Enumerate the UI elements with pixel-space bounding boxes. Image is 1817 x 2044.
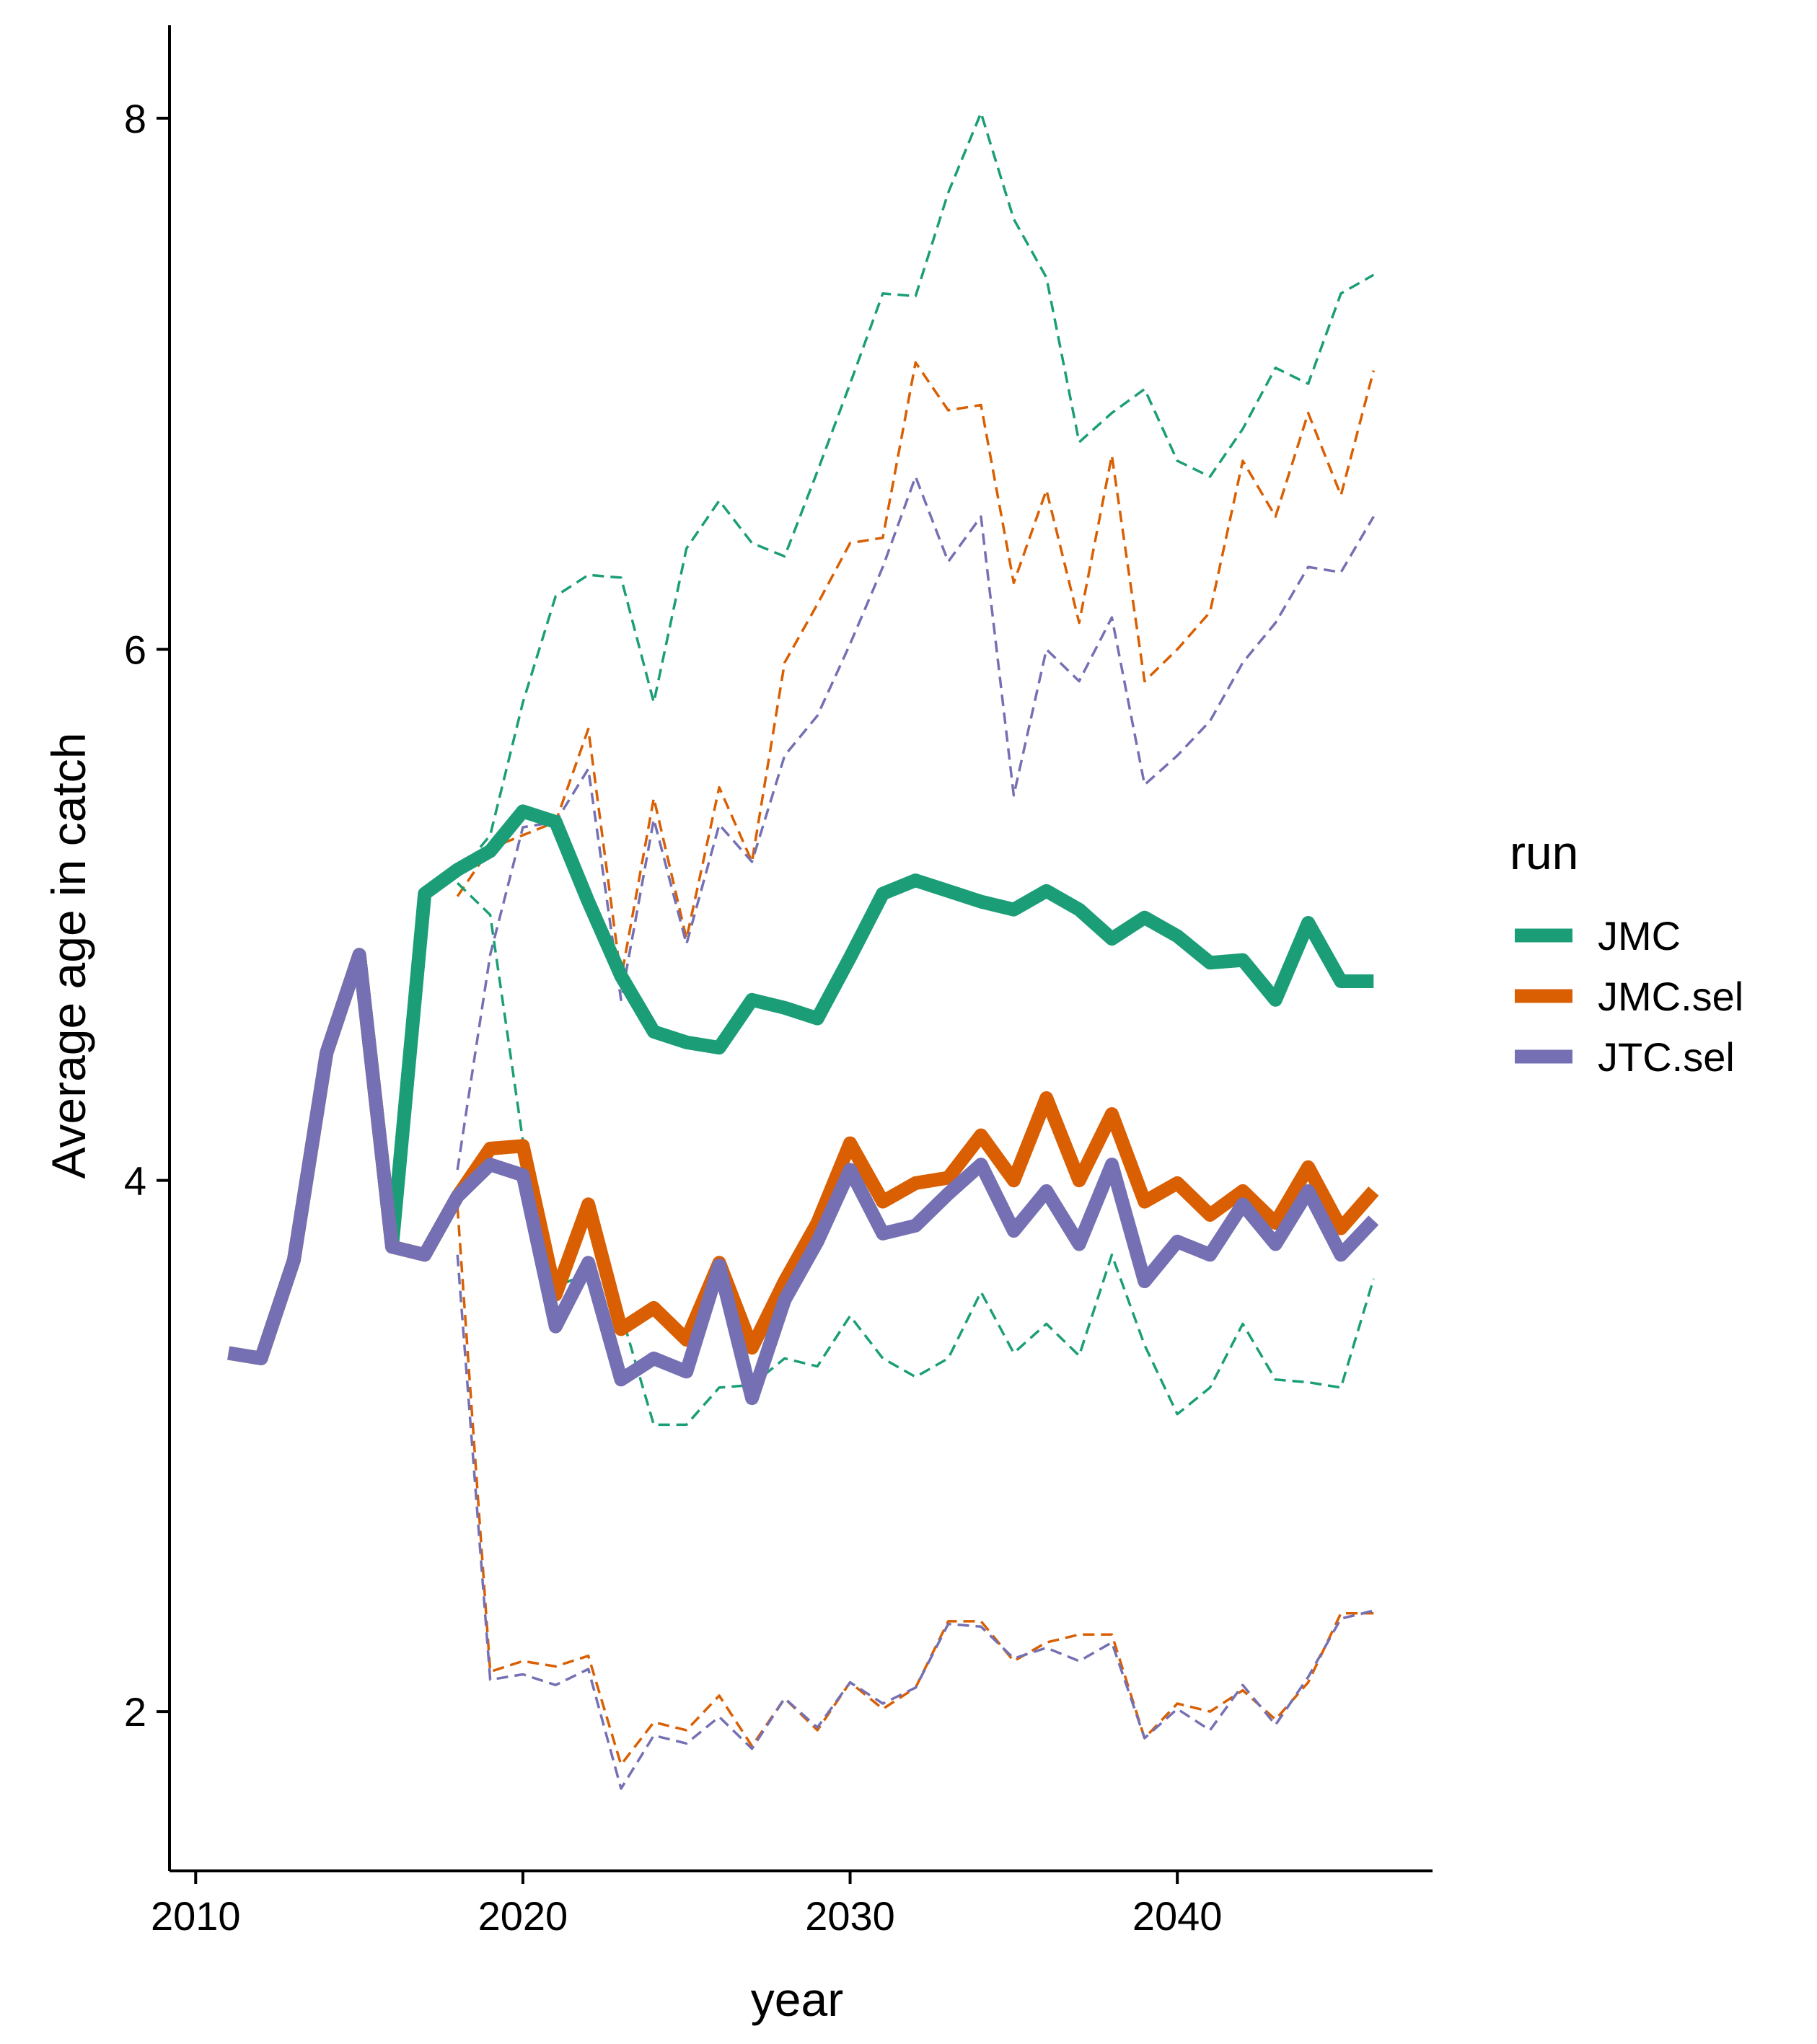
x-tick-label: 2010: [151, 1893, 241, 1939]
x-tick-label: 2030: [805, 1893, 895, 1939]
y-tick-label: 4: [124, 1158, 146, 1204]
legend-label: JMC: [1598, 913, 1681, 959]
series-line-dashed-3: [456, 111, 1375, 876]
legend-title: run: [1510, 826, 1578, 879]
dashed-lines-layer: [456, 111, 1375, 1790]
legend-items: JMC JMC.sel JTC.sel: [1515, 913, 1743, 1080]
legend-label: JMC.sel: [1598, 974, 1743, 1019]
y-tick-label: 8: [124, 96, 146, 141]
legend: run JMC JMC.sel JTC.sel: [1510, 826, 1743, 1080]
legend-label: JTC.sel: [1598, 1034, 1735, 1080]
x-tick-label: 2020: [478, 1893, 568, 1939]
axes-layer: [168, 25, 1433, 1872]
series-line-jtc-sel: [227, 948, 1379, 1406]
series-line-jmc: [227, 804, 1374, 1365]
x-tick-label: 2040: [1132, 1893, 1223, 1939]
x-axis-title: year: [751, 1973, 843, 2026]
series-line-dashed-4: [456, 361, 1375, 980]
series-line-dashed-5: [456, 475, 1375, 1171]
y-tick-label: 6: [124, 627, 146, 672]
y-tick-label: 2: [124, 1689, 146, 1735]
ticks-layer: 2010 2020 2030 2040 2 4 6 8: [124, 96, 1223, 1939]
y-axis-title: Average age in catch: [42, 733, 95, 1179]
series-line-dashed-8: [456, 1254, 1374, 1790]
solid-lines-layer: [227, 804, 1379, 1406]
